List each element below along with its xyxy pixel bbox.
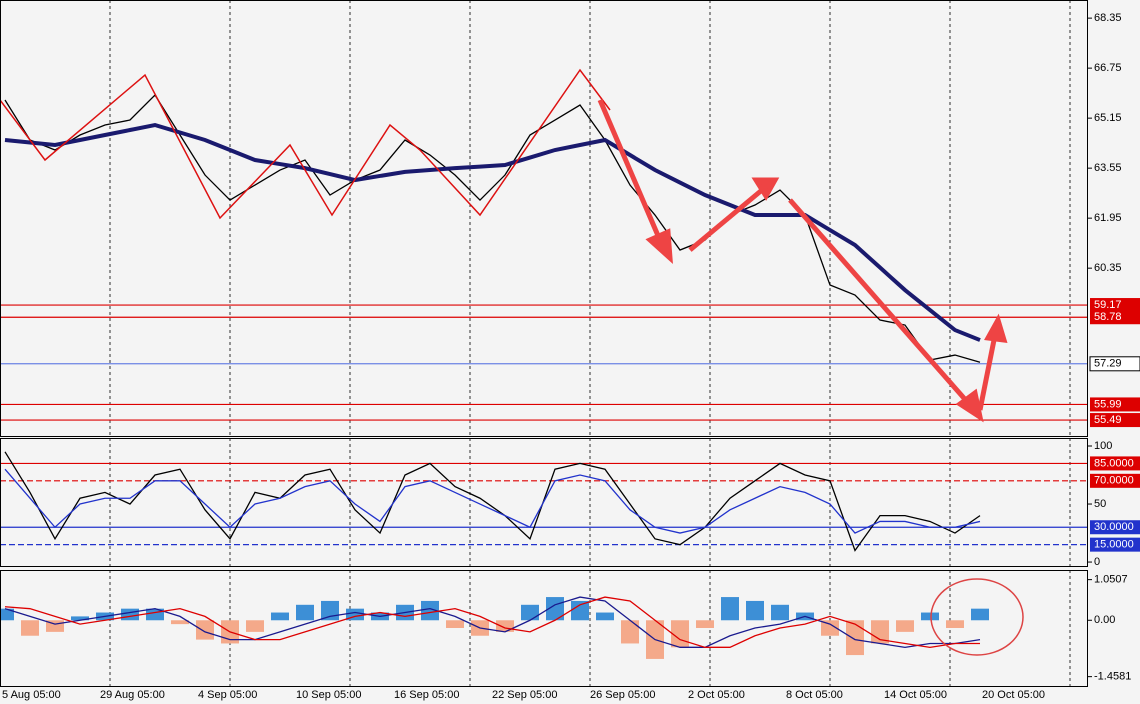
arrow-head: [955, 388, 984, 423]
x-tick-label: 16 Sep 05:00: [394, 689, 459, 701]
y-tick-label: -1.4581: [1094, 671, 1131, 683]
histogram-bar: [46, 620, 64, 632]
level-label-box: [1090, 520, 1140, 535]
histogram-bar: [971, 608, 989, 621]
highlight-circle: [930, 578, 1024, 656]
level-label: 58.78: [1094, 311, 1122, 323]
x-tick-label: 20 Oct 05:00: [982, 689, 1045, 701]
level-label: 30.0000: [1094, 521, 1134, 533]
histogram-bar: [671, 620, 689, 648]
x-tick-label: 14 Oct 05:00: [884, 689, 947, 701]
histogram-bar: [296, 604, 314, 621]
arrow-head: [984, 313, 1008, 343]
x-tick-label: 29 Aug 05:00: [100, 689, 165, 701]
histogram-bar: [696, 620, 714, 628]
price-panel: [0, 0, 1088, 437]
arrow: [597, 99, 665, 246]
x-tick-label: 5 Aug 05:00: [2, 689, 61, 701]
plots: [0, 93, 1088, 659]
level-label: 55.99: [1094, 398, 1122, 410]
y-tick-label: 65.15: [1094, 112, 1122, 124]
histogram-bar: [721, 597, 739, 621]
level-label: 59.17: [1094, 299, 1122, 311]
y-tick-label: 61.95: [1094, 212, 1122, 224]
y-tick-label: 100: [1094, 440, 1112, 452]
x-tick-label: 8 Oct 05:00: [786, 689, 843, 701]
level-label: 70.0000: [1094, 475, 1134, 487]
y-tick-label: 1.0507: [1094, 574, 1128, 586]
histogram-bar: [521, 604, 539, 621]
oscillator-panel: [0, 438, 1088, 567]
histogram-bar: [196, 620, 214, 640]
histogram-bar: [446, 620, 464, 628]
y-tick-label: 68.35: [1094, 12, 1122, 24]
level-label-box: [1090, 310, 1140, 325]
level-label-box: [1090, 456, 1140, 471]
level-label-box: [1090, 298, 1140, 313]
histogram-bar: [896, 620, 914, 632]
histogram-bar: [496, 620, 514, 632]
histogram-bar: [571, 600, 589, 621]
histogram-bar: [0, 608, 14, 621]
series-line: [4, 468, 981, 534]
series-line: [4, 596, 980, 648]
level-label-box: [1090, 537, 1140, 552]
level-label: 55.49: [1094, 414, 1122, 426]
drawings: [0, 68, 1024, 656]
y-tick-label: 63.55: [1094, 162, 1122, 174]
histogram-bar: [346, 608, 364, 621]
histogram-bar: [421, 600, 439, 621]
histogram-bar: [321, 600, 339, 621]
x-tick-label: 22 Sep 05:00: [492, 689, 557, 701]
histogram-bar: [946, 620, 964, 628]
histogram-bar: [621, 620, 639, 644]
x-tick-label: 4 Sep 05:00: [198, 689, 257, 701]
x-tick-label: 26 Sep 05:00: [590, 689, 655, 701]
series-line: [4, 93, 981, 363]
histogram-bar: [271, 612, 289, 621]
y-tick-label: 0: [1094, 556, 1100, 568]
histogram-bar: [821, 620, 839, 636]
histogram-bar: [771, 604, 789, 621]
zigzag: [0, 68, 611, 220]
arrow-head: [645, 228, 673, 265]
level-label-box: [1090, 413, 1140, 428]
x-tick-label: 10 Sep 05:00: [296, 689, 361, 701]
histogram-bar: [846, 620, 864, 656]
level-label-box: [1090, 397, 1140, 412]
y-tick-label: 0.00: [1094, 614, 1115, 626]
y-tick-label: 50: [1094, 498, 1106, 510]
series-line: [4, 122, 981, 342]
current-price-label: 57.29: [1094, 358, 1122, 370]
y-tick-label: 66.75: [1094, 62, 1122, 74]
histogram-bar: [21, 620, 39, 636]
arrow: [788, 198, 972, 407]
histogram-bar: [146, 608, 164, 621]
axis-labels: 68.35 66.75 65.15 63.55 61.95 60.35 59.1758.78…: [2, 12, 1140, 701]
histogram-bar: [171, 620, 189, 625]
histogram-bar: [871, 620, 889, 644]
macd-panel: [0, 570, 1088, 687]
histogram-bar: [596, 612, 614, 621]
histogram-bar: [746, 600, 764, 621]
arrow: [688, 188, 764, 252]
series-line: [4, 451, 981, 552]
histogram-bar: [921, 612, 939, 621]
level-label: 15.0000: [1094, 539, 1134, 551]
y-tick-label: 60.35: [1094, 262, 1122, 274]
level-label: 85.0000: [1094, 457, 1134, 469]
vertical-grid: [109, 0, 1071, 686]
arrow-head: [751, 177, 780, 201]
current-price-box: [1089, 356, 1140, 372]
panel-frames: [0, 0, 1088, 687]
x-tick-label: 2 Oct 05:00: [688, 689, 745, 701]
histogram-bar: [121, 608, 139, 621]
level-label-box: [1090, 473, 1140, 488]
arrows: [597, 99, 1008, 423]
histogram-bar: [246, 620, 264, 632]
arrow: [977, 334, 998, 411]
histogram-bar: [71, 616, 89, 621]
